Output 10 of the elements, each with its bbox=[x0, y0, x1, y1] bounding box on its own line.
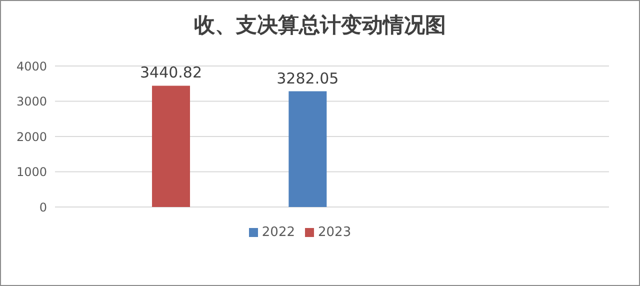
y-tick-label: 3000 bbox=[16, 94, 47, 109]
chart-title: 收、支决算总计变动情况图 bbox=[193, 11, 447, 39]
y-tick-label: 0 bbox=[39, 200, 47, 214]
y-tick-label: 2000 bbox=[16, 130, 47, 144]
y-tick-label: 4000 bbox=[16, 59, 47, 74]
y-tick-label: 1000 bbox=[16, 165, 47, 180]
data-label: 3440.82 bbox=[140, 64, 202, 82]
legend-label: 2023 bbox=[318, 225, 352, 240]
legend-label: 2022 bbox=[262, 225, 295, 240]
data-label: 3282.05 bbox=[276, 69, 339, 88]
